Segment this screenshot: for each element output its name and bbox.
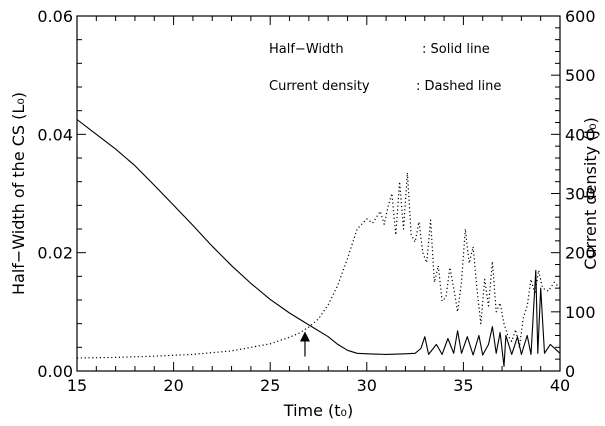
annotation-layer (299, 331, 310, 357)
x-tick-label: 30 (357, 376, 377, 395)
right-y-tick-label: 100 (565, 303, 596, 322)
axis-tick-labels: 15 20 25 30 35 40 0.00 0.02 0.04 0.06 0 100 200 300 40… (37, 7, 595, 395)
arrow-head (299, 331, 310, 342)
plot-frame (76, 15, 561, 372)
x-tick-label: 35 (453, 376, 473, 395)
series-layer (76, 119, 561, 367)
right-y-tick-label: 500 (565, 66, 596, 85)
x-tick-label: 40 (550, 376, 570, 395)
left-y-tick-label: 0.00 (37, 362, 73, 381)
legend-style-dashed: : Dashed line (416, 79, 501, 94)
x-tick-label: 15 (67, 376, 87, 395)
left-y-tick-label: 0.06 (37, 7, 73, 26)
right-y-tick-label: 400 (565, 125, 596, 144)
x-axis-title: Time (t₀) (283, 401, 353, 420)
legend-label-current-density: Current density (269, 79, 370, 94)
legend-label-half-width: Half−Width (269, 42, 344, 57)
legend: Half−Width : Solid line Current density … (269, 42, 501, 94)
x-tick-label: 25 (260, 376, 280, 395)
left-y-tick-label: 0.02 (37, 244, 73, 263)
legend-style-solid: : Solid line (422, 42, 490, 57)
half-width-line (76, 119, 561, 367)
right-y-tick-label: 600 (565, 7, 596, 26)
left-y-tick-label: 0.04 (37, 125, 73, 144)
left-y-axis-title: Half−Width of the CS (L₀) (9, 92, 28, 295)
plot-area: 15 20 25 30 35 40 0.00 0.02 0.04 0.06 0 100 200 300 40… (37, 7, 595, 395)
right-y-tick-label: 200 (565, 244, 596, 263)
x-tick-label: 20 (163, 376, 183, 395)
right-y-tick-label: 300 (565, 185, 596, 204)
right-y-tick-label: 0 (565, 362, 575, 381)
axis-ticks (76, 15, 561, 372)
right-y-axis-title: Current density (J₀) (581, 117, 600, 270)
